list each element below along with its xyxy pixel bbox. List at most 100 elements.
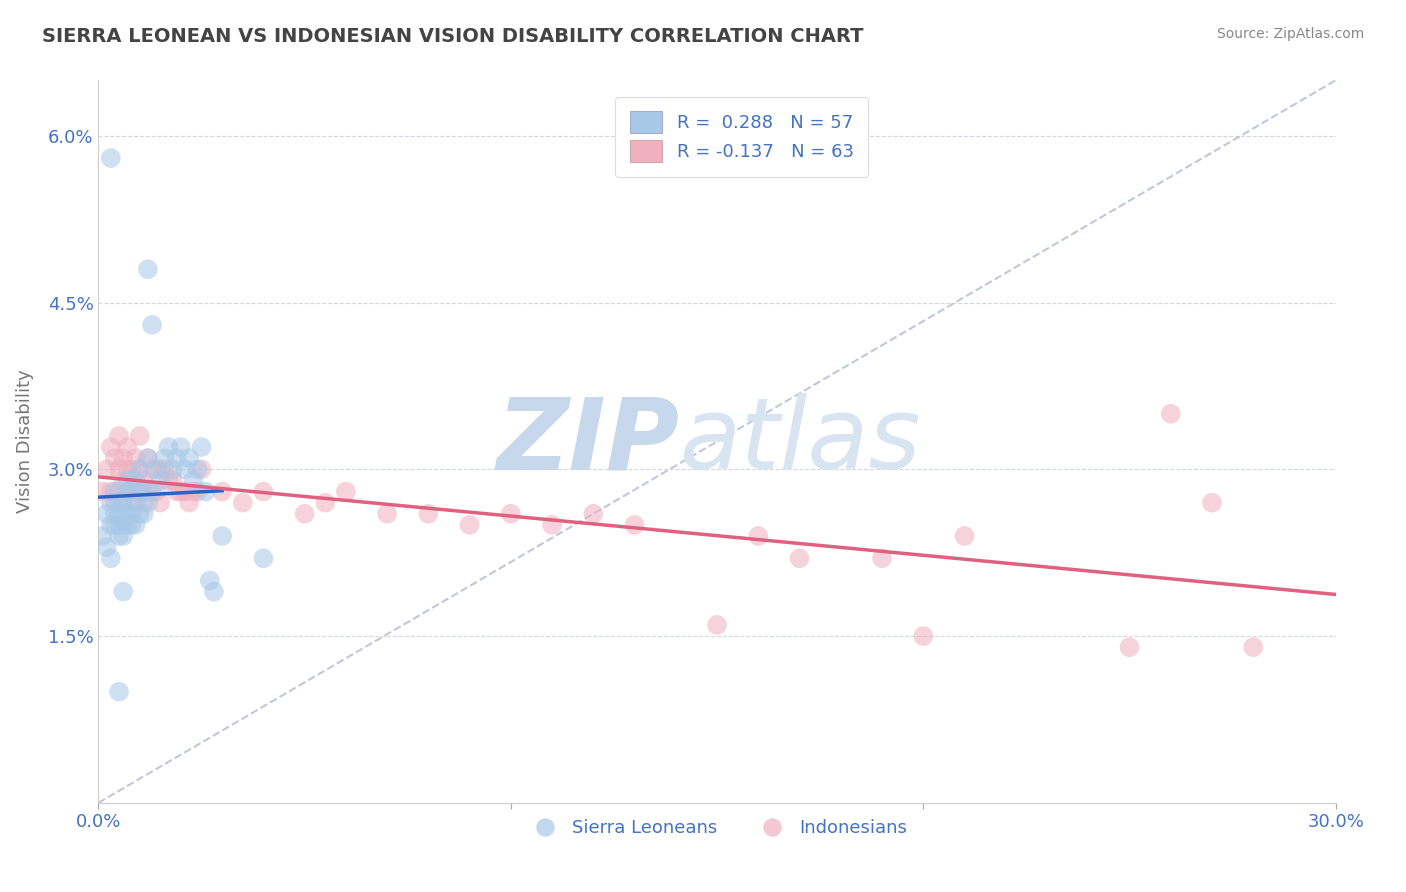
Point xyxy=(706,618,728,632)
Point xyxy=(117,474,139,488)
Point xyxy=(108,684,131,698)
Point xyxy=(108,429,131,443)
Point xyxy=(190,440,212,454)
Point xyxy=(623,517,645,532)
Point xyxy=(166,451,188,466)
Point xyxy=(1160,407,1182,421)
Point xyxy=(202,584,225,599)
Point xyxy=(124,496,146,510)
Point xyxy=(120,507,142,521)
Point xyxy=(112,496,135,510)
Point xyxy=(120,517,142,532)
Point xyxy=(145,484,167,499)
Point xyxy=(232,496,254,510)
Point xyxy=(181,484,204,499)
Point xyxy=(149,474,172,488)
Point xyxy=(132,484,155,499)
Point xyxy=(170,484,193,499)
Point xyxy=(211,484,233,499)
Point xyxy=(128,429,150,443)
Point xyxy=(108,496,131,510)
Point xyxy=(120,462,142,476)
Point xyxy=(112,507,135,521)
Point xyxy=(145,462,167,476)
Point xyxy=(108,462,131,476)
Point xyxy=(294,507,316,521)
Point xyxy=(153,451,176,466)
Point xyxy=(157,474,180,488)
Point xyxy=(112,517,135,532)
Point xyxy=(100,440,122,454)
Point xyxy=(104,517,127,532)
Point xyxy=(179,496,201,510)
Point xyxy=(128,507,150,521)
Point xyxy=(499,507,522,521)
Point xyxy=(112,584,135,599)
Point xyxy=(112,496,135,510)
Point xyxy=(186,484,208,499)
Point xyxy=(117,484,139,499)
Point xyxy=(117,507,139,521)
Point xyxy=(120,484,142,499)
Point xyxy=(96,462,118,476)
Point xyxy=(128,462,150,476)
Point xyxy=(100,517,122,532)
Point xyxy=(162,474,184,488)
Point xyxy=(100,151,122,165)
Point xyxy=(100,551,122,566)
Point xyxy=(153,462,176,476)
Point xyxy=(117,517,139,532)
Point xyxy=(418,507,440,521)
Point xyxy=(112,529,135,543)
Point xyxy=(190,462,212,476)
Point xyxy=(128,462,150,476)
Point xyxy=(314,496,336,510)
Point xyxy=(104,451,127,466)
Text: ZIP: ZIP xyxy=(496,393,681,490)
Point xyxy=(117,484,139,499)
Text: SIERRA LEONEAN VS INDONESIAN VISION DISABILITY CORRELATION CHART: SIERRA LEONEAN VS INDONESIAN VISION DISA… xyxy=(42,27,863,45)
Point xyxy=(541,517,564,532)
Point xyxy=(181,474,204,488)
Point xyxy=(124,474,146,488)
Point xyxy=(100,484,122,499)
Point xyxy=(174,484,197,499)
Point xyxy=(108,484,131,499)
Point xyxy=(132,474,155,488)
Point xyxy=(870,551,893,566)
Point xyxy=(96,540,118,554)
Point xyxy=(252,484,274,499)
Point xyxy=(1201,496,1223,510)
Point xyxy=(104,484,127,499)
Point xyxy=(128,484,150,499)
Point xyxy=(953,529,976,543)
Point xyxy=(136,451,159,466)
Point xyxy=(198,574,221,588)
Point xyxy=(136,262,159,277)
Point xyxy=(211,529,233,543)
Point xyxy=(120,484,142,499)
Legend: Sierra Leoneans, Indonesians: Sierra Leoneans, Indonesians xyxy=(520,812,914,845)
Point xyxy=(124,496,146,510)
Point xyxy=(186,462,208,476)
Point xyxy=(132,496,155,510)
Point xyxy=(582,507,605,521)
Point xyxy=(149,462,172,476)
Point xyxy=(136,484,159,499)
Point xyxy=(141,462,163,476)
Point xyxy=(136,496,159,510)
Point xyxy=(170,440,193,454)
Point xyxy=(124,451,146,466)
Point xyxy=(1241,640,1264,655)
Point xyxy=(112,474,135,488)
Point xyxy=(91,529,114,543)
Point xyxy=(335,484,357,499)
Point xyxy=(174,462,197,476)
Point xyxy=(141,318,163,332)
Point xyxy=(108,507,131,521)
Point xyxy=(91,484,114,499)
Point xyxy=(112,451,135,466)
Point xyxy=(747,529,769,543)
Text: Source: ZipAtlas.com: Source: ZipAtlas.com xyxy=(1216,27,1364,41)
Point xyxy=(124,517,146,532)
